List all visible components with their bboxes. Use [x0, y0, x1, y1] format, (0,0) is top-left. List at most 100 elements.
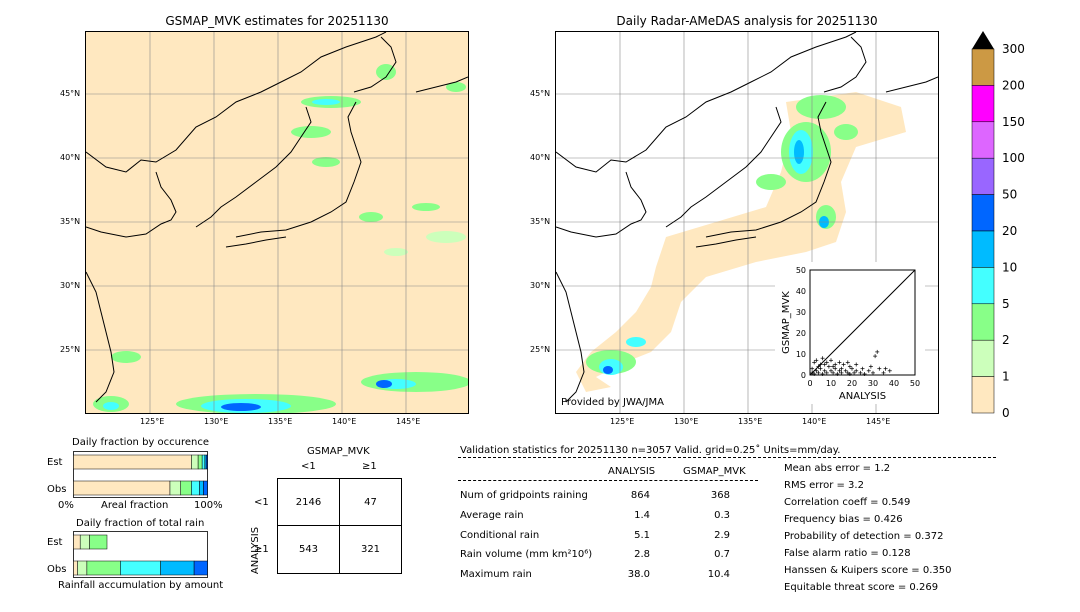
lon-label: 145°E	[866, 417, 891, 426]
scatter-point	[833, 362, 838, 367]
colorbar-segment	[971, 85, 995, 123]
scatter-point	[866, 368, 871, 373]
colorbar: 300 200 150 100 50 20 10 5 2 1 0	[965, 28, 1025, 420]
lat-label: 40°N	[530, 153, 551, 162]
colorbar-label: 10	[1002, 260, 1017, 274]
stats-row-gsmap: 0.3	[714, 510, 730, 521]
lat-label: 25°N	[530, 345, 551, 354]
lon-label: 125°E	[610, 417, 635, 426]
total-rain-bar-segment	[79, 534, 90, 550]
scatter-x-tick: 0	[807, 379, 812, 388]
left-map	[85, 31, 471, 414]
colorbar-label: 2	[1002, 333, 1010, 347]
left-map-canvas	[85, 31, 471, 414]
total-rain-bar-segment	[73, 560, 78, 576]
right-map-rain-areas	[586, 95, 858, 375]
scatter-point	[862, 371, 867, 376]
scatter-point	[883, 366, 888, 371]
lat-label: 25°N	[60, 345, 81, 354]
stats-col-analysis: ANALYSIS	[608, 466, 656, 477]
scatter-point	[868, 364, 873, 369]
occurrence-bar-segment	[169, 480, 181, 496]
lat-label: 30°N	[60, 281, 81, 290]
total-rain-bar-segment	[120, 560, 161, 576]
lon-label: 125°E	[140, 417, 165, 426]
stats-row-gsmap: 10.4	[707, 569, 730, 580]
total-rain-chart	[73, 531, 209, 579]
stats-col-divider	[458, 480, 758, 481]
lat-label: 35°N	[60, 217, 81, 226]
left-map-background	[86, 32, 468, 413]
scatter-point	[820, 371, 825, 376]
scatter-point	[887, 368, 892, 373]
colorbar-label: 300	[1002, 42, 1025, 56]
scatter-point	[829, 368, 833, 373]
total-rain-bar-segment	[193, 560, 208, 576]
scatter-point	[839, 366, 844, 371]
stats-row-gsmap: 2.9	[714, 530, 730, 541]
occurrence-bar-segment	[203, 480, 208, 496]
lon-label: 140°E	[802, 417, 827, 426]
occurrence-bars	[73, 451, 208, 498]
colorbar-label: 5	[1002, 297, 1010, 311]
scatter-y-tick: 30	[796, 308, 806, 317]
lat-label: 30°N	[530, 281, 551, 290]
scatter-point	[858, 370, 863, 375]
scatter-point	[816, 370, 821, 375]
cell-miss: 543	[298, 544, 319, 555]
scatter-y-tick: 40	[796, 287, 806, 296]
scatter-ylabel: GSMAP_MVK	[781, 291, 792, 354]
lat-label: 35°N	[530, 217, 551, 226]
occurrence-tick-0: 0%	[58, 500, 74, 511]
scatter-inset: 0 10 20 30 40 50 0 10 20 30 40 50 ANALYSIS GSMAP_MVK	[775, 262, 925, 404]
occurrence-bar-segment	[199, 480, 204, 496]
colorbar-label: 0	[1002, 406, 1010, 420]
stats-row-label: Rain volume (mm km²10⁶)	[460, 549, 593, 560]
score-hk: Hanssen & Kuipers score = 0.350	[784, 565, 952, 576]
occurrence-bar-segment	[73, 480, 171, 496]
scatter-point	[854, 368, 859, 373]
scatter-point	[845, 360, 850, 365]
total-rain-bar-segment	[86, 560, 121, 576]
left-map-title: GSMAP_MVK estimates for 20251130	[165, 14, 389, 28]
occurrence-bar-frame	[73, 451, 208, 498]
scatter-point	[833, 366, 838, 371]
scatter-point	[839, 370, 844, 375]
scatter-point	[875, 349, 880, 354]
scatter-point	[877, 366, 882, 371]
scatter-point	[810, 366, 815, 371]
total-rain-title: Daily fraction of total rain	[76, 518, 205, 529]
stats-row-analysis: 864	[630, 490, 650, 501]
lon-label: 135°E	[268, 417, 293, 426]
total-rain-est-label: Est	[47, 537, 63, 548]
scatter-point	[826, 364, 831, 369]
scatter-x-tick: 30	[868, 379, 878, 388]
stats-divider	[458, 457, 996, 458]
scatter-point	[831, 370, 836, 375]
scatter-point	[814, 368, 819, 373]
scatter-y-tick: 50	[796, 266, 806, 275]
stats-header: Validation statistics for 20251130 n=305…	[460, 445, 841, 456]
scatter-point	[810, 370, 815, 375]
occurrence-bar-segment	[191, 454, 199, 470]
colorbar-label: 20	[1002, 224, 1017, 238]
lon-label: 130°E	[204, 417, 229, 426]
scatter-point	[871, 370, 875, 375]
occurrence-bar-segment	[191, 480, 200, 496]
occurrence-est-label: Est	[47, 457, 63, 468]
scatter-x-tick: 10	[826, 379, 836, 388]
scatter-diagonal	[809, 269, 916, 376]
occurrence-bar-segment	[201, 454, 206, 470]
colorbar-segment	[971, 230, 995, 268]
colorbar-label: 100	[1002, 151, 1025, 165]
scatter-point	[852, 370, 857, 375]
score-far: False alarm ratio = 0.128	[784, 548, 911, 559]
lon-label: 140°E	[332, 417, 357, 426]
scatter-point	[812, 360, 817, 365]
scatter-point	[818, 362, 823, 367]
scatter-y-tick: 20	[796, 329, 806, 338]
scatter-point	[814, 358, 819, 363]
scatter-point	[860, 366, 865, 371]
scatter-point	[824, 370, 829, 375]
